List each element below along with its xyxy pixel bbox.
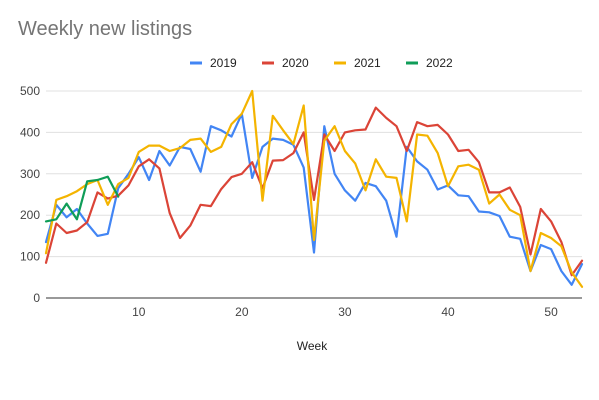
legend-item-2020: 2020 (262, 56, 309, 70)
legend-item-2019: 2019 (190, 56, 237, 70)
legend-item-2022: 2022 (406, 56, 453, 70)
y-tick-label: 300 (20, 167, 40, 181)
y-tick-label: 100 (20, 250, 40, 264)
x-tick-label: 50 (544, 305, 558, 319)
legend: 2019 2020 2021 2022 (190, 56, 453, 70)
legend-label: 2020 (282, 56, 309, 70)
x-tick-label: 30 (338, 305, 352, 319)
y-tick-label: 200 (20, 208, 40, 222)
legend-label: 2021 (354, 56, 381, 70)
chart-title: Weekly new listings (18, 18, 193, 40)
x-tick-label: 20 (235, 305, 249, 319)
legend-item-2021: 2021 (334, 56, 381, 70)
x-axis-title: Week (297, 339, 328, 353)
series-lines (44, 89, 584, 288)
legend-label: 2022 (426, 56, 453, 70)
x-tick-label: 10 (132, 305, 146, 319)
x-tick-label: 40 (441, 305, 455, 319)
y-tick-label: 400 (20, 125, 40, 139)
legend-label: 2019 (210, 56, 237, 70)
axes: 0 100 200 300 400 500 10 20 30 40 50 (20, 84, 558, 319)
series-line-2021 (44, 89, 584, 288)
series-line-2022 (44, 175, 120, 223)
series-line-2020 (44, 106, 584, 277)
y-tick-label: 500 (20, 84, 40, 98)
y-tick-label: 0 (33, 291, 40, 305)
